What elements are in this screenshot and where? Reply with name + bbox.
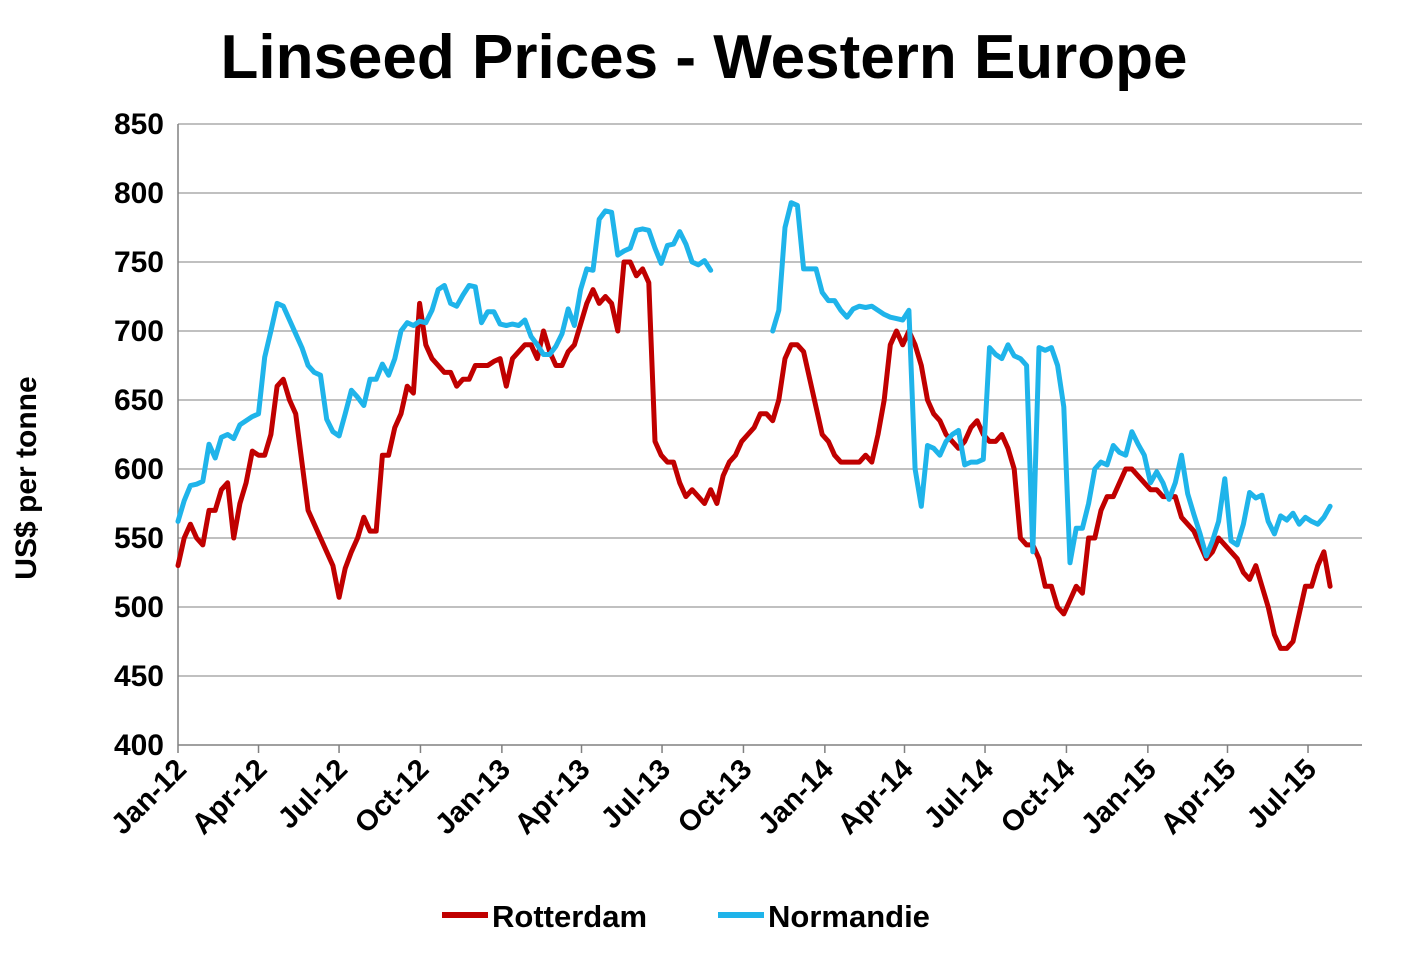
y-tick-labels: 400 450 500 550 600 650 700 750 800 850	[114, 108, 164, 762]
x-tick-labels: Jan-12Apr-12Jul-12Oct-12Jan-13Apr-13Jul-…	[105, 753, 1323, 841]
y-tick-label: 500	[114, 591, 164, 624]
y-tick-label: 800	[114, 177, 164, 210]
chart-title: Linseed Prices - Western Europe	[220, 23, 1187, 92]
legend-label-rotterdam: Rotterdam	[492, 899, 647, 934]
y-axis-label: US$ per tonne	[10, 376, 43, 579]
gridlines	[178, 123, 1362, 677]
y-tick-label: 700	[114, 315, 164, 348]
y-tick-label: 400	[114, 729, 164, 762]
y-tick-label: 850	[114, 108, 164, 141]
x-tick-label: Jul-15	[1241, 753, 1323, 835]
x-tick-label: Jul-12	[272, 753, 354, 835]
x-tick-label: Oct-12	[349, 753, 435, 839]
series-line-normandie	[175, 200, 1333, 566]
x-tick-label: Jan-13	[429, 753, 517, 841]
y-tick-label: 550	[114, 522, 164, 555]
y-tick-label: 650	[114, 384, 164, 417]
y-tick-label: 450	[114, 660, 164, 693]
x-tick-label: Oct-13	[672, 753, 758, 839]
x-tick-label: Apr-13	[509, 753, 597, 841]
x-tick-label: Jan-12	[105, 753, 193, 841]
legend: Rotterdam Normandie	[442, 899, 930, 934]
x-tick-label: Jan-15	[1075, 753, 1163, 841]
y-tick-label: 600	[114, 453, 164, 486]
y-tick-label: 750	[114, 246, 164, 279]
x-tick-label: Jan-14	[752, 753, 840, 841]
legend-label-normandie: Normandie	[768, 899, 930, 934]
series-lines	[175, 200, 1333, 651]
x-tick-label: Apr-15	[1155, 753, 1243, 841]
series-line-rotterdam	[175, 259, 1333, 651]
x-tick-label: Jul-13	[595, 753, 677, 835]
x-tick-label: Jul-14	[918, 753, 1000, 835]
x-tick-label: Oct-14	[995, 753, 1081, 839]
axes	[177, 124, 1362, 753]
x-tick-label: Apr-12	[186, 753, 274, 841]
x-tick-label: Apr-14	[832, 753, 920, 841]
